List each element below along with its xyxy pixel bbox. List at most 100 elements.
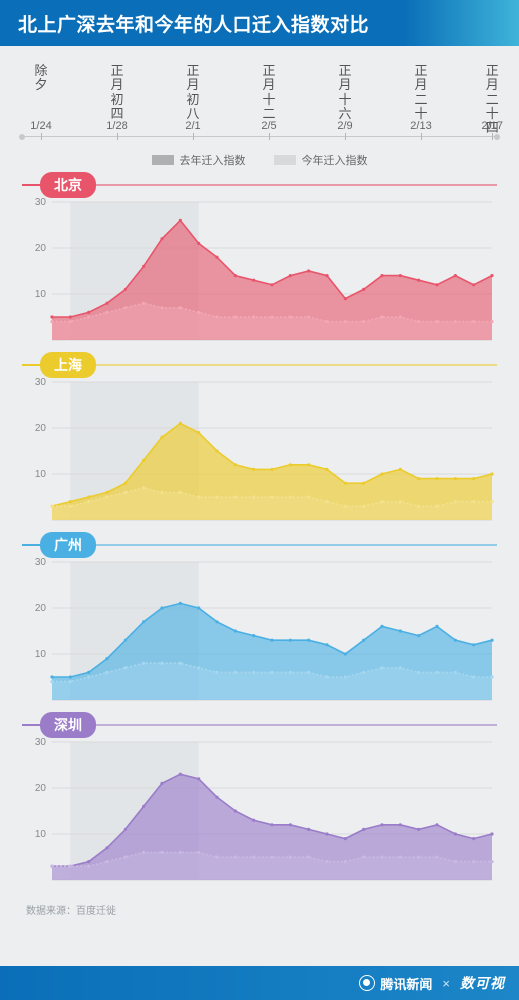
last-year-marker [50, 315, 53, 318]
last-year-marker [307, 269, 310, 272]
this-year-marker [417, 505, 420, 508]
y-tick-label: 20 [35, 423, 47, 434]
last-year-marker [472, 643, 475, 646]
last-year-marker [454, 274, 457, 277]
last-year-marker [399, 468, 402, 471]
timeline-tick [345, 133, 346, 140]
this-year-marker [490, 675, 493, 678]
this-year-marker [490, 500, 493, 503]
chart-body: 102030 [22, 370, 497, 530]
chart-body: 102030 [22, 730, 497, 890]
last-year-marker [252, 819, 255, 822]
last-year-marker [344, 837, 347, 840]
this-year-marker [87, 315, 90, 318]
area-chart: 102030 [22, 370, 497, 530]
last-year-marker [417, 477, 420, 480]
legend-swatch-last-year [152, 155, 174, 165]
last-year-marker [160, 606, 163, 609]
this-year-marker [87, 865, 90, 868]
this-year-marker [160, 662, 163, 665]
this-year-marker [307, 671, 310, 674]
chart-accent-line [22, 544, 40, 546]
last-year-marker [142, 459, 145, 462]
brand-separator: × [442, 976, 450, 991]
last-year-marker [252, 279, 255, 282]
this-year-marker [362, 671, 365, 674]
last-year-marker [105, 302, 108, 305]
last-year-marker [454, 639, 457, 642]
timeline-lunar: 正月初四 [108, 64, 126, 121]
chart-stack: 北京102030上海102030广州102030深圳102030 [0, 172, 519, 890]
footer-bar: 腾讯新闻 × 数可视 [0, 966, 519, 1000]
timeline-tick [269, 133, 270, 140]
last-year-marker [435, 283, 438, 286]
this-year-marker [197, 666, 200, 669]
timeline-lunar: 正月二十 [412, 64, 430, 121]
this-year-marker [179, 306, 182, 309]
this-year-marker [179, 491, 182, 494]
this-year-marker [234, 671, 237, 674]
chart-accent-line [96, 544, 497, 546]
chart-accent-line [22, 364, 40, 366]
y-tick-label: 30 [35, 197, 47, 208]
last-year-marker [435, 823, 438, 826]
last-year-marker [160, 237, 163, 240]
this-year-marker [69, 320, 72, 323]
timeline-lunar: 正月初八 [184, 64, 202, 121]
timeline: 除夕正月初四正月初八正月十二正月十六正月二十正月二十四1/241/282/12/… [22, 64, 497, 142]
last-year-marker [289, 463, 292, 466]
this-year-marker [399, 855, 402, 858]
last-year-marker [435, 625, 438, 628]
last-year-marker [270, 468, 273, 471]
last-year-marker [380, 274, 383, 277]
this-year-marker [307, 855, 310, 858]
last-year-marker [399, 823, 402, 826]
city-pill: 上海 [40, 352, 96, 378]
chart-accent-line [96, 724, 497, 726]
last-year-marker [160, 782, 163, 785]
this-year-marker [344, 675, 347, 678]
this-year-marker [289, 855, 292, 858]
title-bar: 北上广深去年和今年的人口迁入指数对比 [0, 0, 519, 46]
chart-accent-line [96, 364, 497, 366]
tencent-logo-icon [359, 975, 375, 991]
this-year-marker [252, 495, 255, 498]
this-year-marker [105, 860, 108, 863]
y-tick-label: 30 [35, 377, 47, 388]
last-year-marker [234, 463, 237, 466]
last-year-marker [87, 495, 90, 498]
this-year-marker [435, 320, 438, 323]
this-year-marker [435, 505, 438, 508]
chart-body: 102030 [22, 190, 497, 350]
last-year-marker [472, 837, 475, 840]
data-source: 数据来源：百度迁徙 [0, 892, 519, 917]
brand-shukeshi: 数可视 [460, 973, 505, 993]
last-year-marker [124, 639, 127, 642]
this-year-marker [50, 865, 53, 868]
this-year-marker [454, 320, 457, 323]
last-year-marker [325, 274, 328, 277]
last-year-marker [215, 256, 218, 259]
this-year-marker [454, 671, 457, 674]
last-year-marker [289, 639, 292, 642]
y-tick-label: 10 [35, 649, 47, 660]
last-year-marker [50, 675, 53, 678]
last-year-marker [215, 796, 218, 799]
timeline-tick [117, 133, 118, 140]
last-year-marker [307, 828, 310, 831]
city-pill: 深圳 [40, 712, 96, 738]
last-year-marker [344, 297, 347, 300]
this-year-marker [252, 671, 255, 674]
last-year-marker [325, 832, 328, 835]
area-chart: 102030 [22, 190, 497, 350]
this-year-marker [362, 320, 365, 323]
this-year-marker [69, 505, 72, 508]
this-year-marker [472, 320, 475, 323]
last-year-marker [380, 625, 383, 628]
this-year-marker [417, 320, 420, 323]
last-year-marker [179, 219, 182, 222]
chart-accent-line [22, 184, 40, 186]
this-year-marker [215, 671, 218, 674]
last-year-marker [105, 846, 108, 849]
chart-header: 广州 [22, 532, 497, 558]
